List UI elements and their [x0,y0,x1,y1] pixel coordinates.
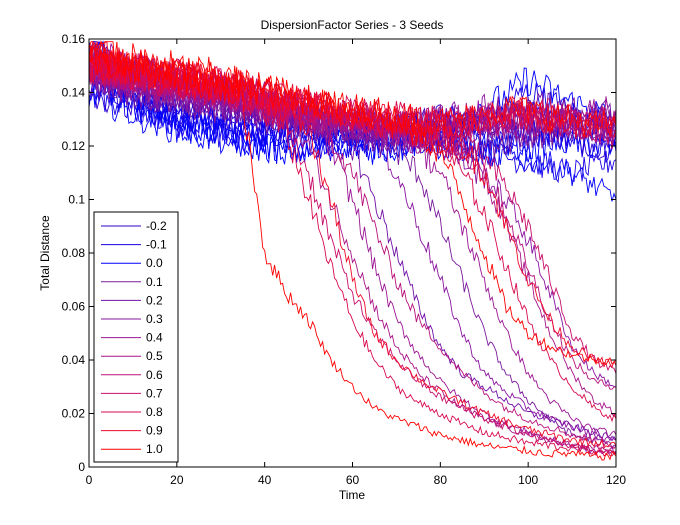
y-tick-label: 0.04 [62,353,86,367]
legend-label: -0.2 [146,219,167,233]
y-axis-label: Total Distance [38,215,52,291]
x-tick-label: 120 [606,473,626,487]
x-tick-label: 100 [518,473,538,487]
x-tick-label: 20 [170,473,184,487]
x-axis: 0 20 40 60 80 100 120 [86,39,626,487]
x-tick-label: 40 [258,473,272,487]
y-tick-label: 0 [78,460,85,474]
legend-label: 0.7 [146,386,163,400]
y-axis: 0 0.02 0.04 0.06 0.08 0.1 0.12 0.14 0.16 [62,32,616,474]
legend-label: 0.5 [146,349,163,363]
y-tick-label: 0.06 [62,300,86,314]
x-tick-label: 60 [346,473,360,487]
y-tick-label: 0.16 [62,32,86,46]
legend-label: 0.8 [146,405,163,419]
y-tick-label: 0.02 [62,407,86,421]
legend-label: 0.9 [146,424,163,438]
legend-label: 0.6 [146,368,163,382]
series-line-0.8-run-2 [88,49,617,423]
legend-label: 0.3 [146,312,163,326]
series-line-0.8-run-1 [88,52,617,457]
y-tick-label: 0.12 [62,139,86,153]
legend-label: 0.4 [146,331,163,345]
series-line-1.0-run-2 [88,39,617,366]
series-line-1.0-run-1 [88,40,617,461]
x-tick-label: 80 [434,473,448,487]
series-line-0.9-run-2 [88,41,617,369]
legend-label: -0.1 [146,238,167,252]
series-line-1.0-run-3 [88,45,617,138]
legend-label: 0.0 [146,256,163,270]
series-layer [88,39,617,461]
legend-box [93,211,179,463]
x-axis-label: Time [339,488,366,502]
legend-label: 0.2 [146,293,163,307]
legend-label: 1.0 [146,442,163,456]
y-tick-label: 0.14 [62,86,86,100]
y-tick-label: 0.1 [68,193,85,207]
chart-title: DispersionFactor Series - 3 Seeds [261,18,444,32]
legend: -0.2 -0.1 0.0 0.1 0.2 0.3 0.4 0.5 0.6 0.7 0.8 0.9 1.… [93,211,179,463]
legend-label: 0.1 [146,275,163,289]
x-tick-label: 0 [86,473,93,487]
y-tick-label: 0.08 [62,246,86,260]
